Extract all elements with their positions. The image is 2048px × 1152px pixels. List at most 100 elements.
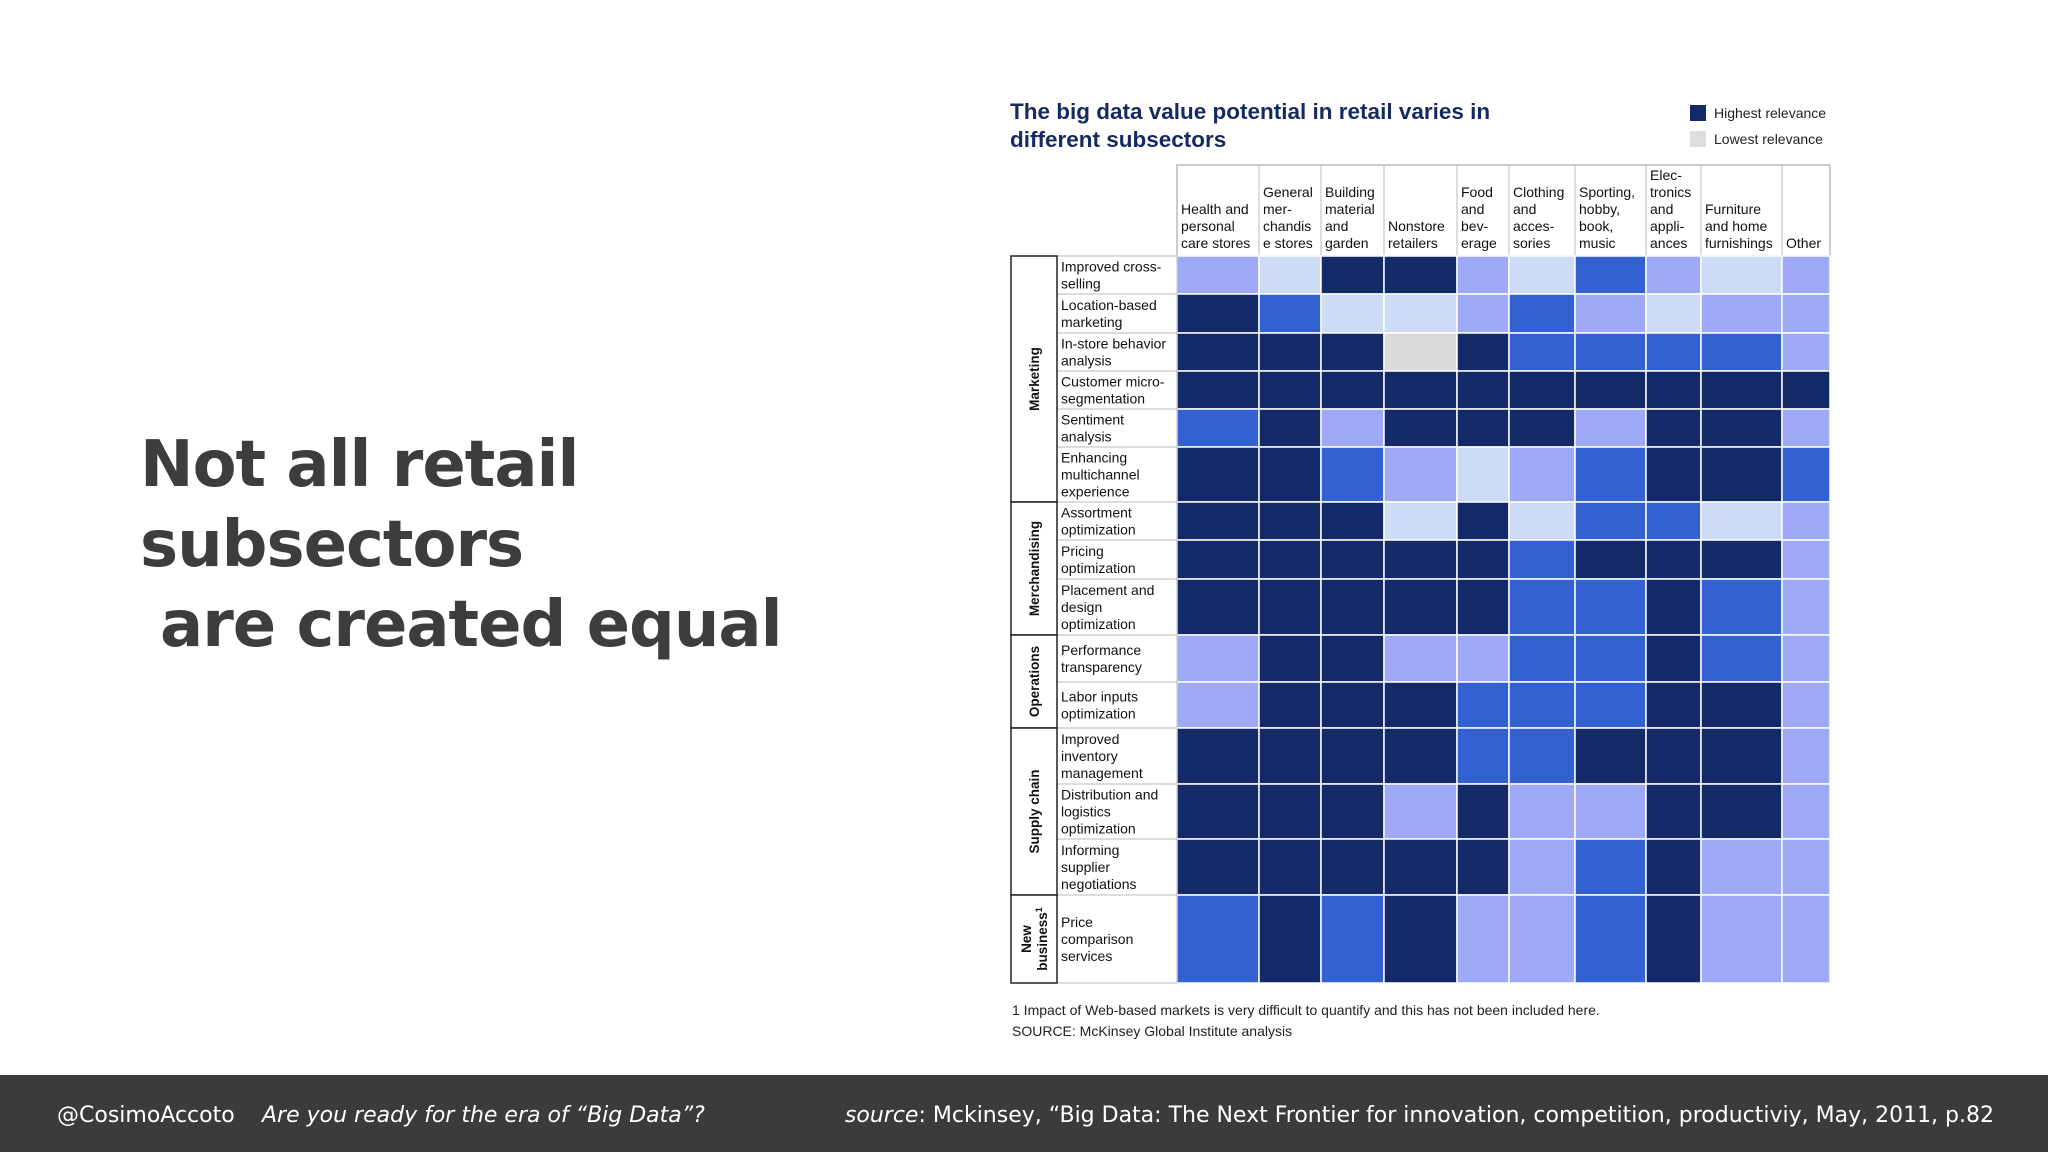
legend-label-highest: Highest relevance <box>1714 105 1827 121</box>
row-label: supplier <box>1061 859 1110 875</box>
column-header-label: and home <box>1705 218 1767 234</box>
heatmap-cell <box>1456 501 1510 541</box>
heatmap-cell <box>1781 255 1831 295</box>
row-label-cell <box>1056 727 1178 785</box>
heatmap-cell <box>1383 255 1458 295</box>
heatmap-cell <box>1781 332 1831 372</box>
heatmap-cell <box>1574 634 1647 683</box>
heatmap-cell <box>1781 578 1831 636</box>
column-header-box <box>1176 164 1831 257</box>
heatmap-cell <box>1456 783 1510 840</box>
column-header-label: tronics <box>1650 184 1691 200</box>
column-header-label: Furniture <box>1705 201 1761 217</box>
column-header-label: book, <box>1579 218 1613 234</box>
heatmap-cell <box>1574 783 1647 840</box>
heatmap-cell <box>1456 408 1510 448</box>
column-header-label: Nonstore <box>1388 218 1445 234</box>
heatmap-cell <box>1176 634 1260 683</box>
row-label: analysis <box>1061 353 1112 369</box>
footer-tagline: Are you ready for the era of “Big Data”? <box>262 1103 705 1128</box>
footer-source-label: source <box>844 1103 919 1128</box>
heatmap-cell <box>1383 894 1458 984</box>
heatmap-cell <box>1176 783 1260 840</box>
heatmap-cell <box>1456 332 1510 372</box>
heatmap-cell <box>1456 578 1510 636</box>
column-header-label: Elec- <box>1650 167 1682 183</box>
heatmap-cell <box>1176 681 1260 729</box>
row-label-cell <box>1056 370 1178 410</box>
column-header-label: hobby, <box>1579 201 1620 217</box>
heatmap-cell <box>1700 539 1783 580</box>
column-header-label: sories <box>1513 235 1550 251</box>
heatmap-cell <box>1574 681 1647 729</box>
heatmap-cell <box>1320 408 1385 448</box>
heatmap-cell <box>1320 501 1385 541</box>
heatmap-cell <box>1574 539 1647 580</box>
heatmap-cell <box>1258 501 1322 541</box>
heatmap-cell <box>1320 446 1385 503</box>
heatmap-cell <box>1645 578 1702 636</box>
row-label: In-store behavior <box>1061 336 1166 352</box>
heatmap-cell <box>1456 634 1510 683</box>
heatmap-cell <box>1258 783 1322 840</box>
row-label: Distribution and <box>1061 787 1158 803</box>
heatmap-cell <box>1456 681 1510 729</box>
legend-label-lowest: Lowest relevance <box>1714 131 1823 147</box>
row-label: experience <box>1061 484 1130 500</box>
heatmap-cell <box>1320 783 1385 840</box>
heatmap-cell <box>1508 894 1576 984</box>
row-label: Assortment <box>1061 505 1132 521</box>
heatmap-cell <box>1320 332 1385 372</box>
row-label: optimization <box>1061 706 1136 722</box>
heatmap-cell <box>1258 539 1322 580</box>
column-header-label: personal <box>1181 218 1235 234</box>
heatmap-cell <box>1508 370 1576 410</box>
heatmap-cell <box>1700 370 1783 410</box>
heatmap-cell <box>1574 838 1647 896</box>
column-header-label: furnishings <box>1705 235 1773 251</box>
heatmap-cell <box>1508 255 1576 295</box>
heatmap-cell <box>1574 446 1647 503</box>
row-label-cell <box>1056 838 1178 896</box>
row-label: Enhancing <box>1061 450 1127 466</box>
heatmap-cell <box>1258 634 1322 683</box>
row-group-box <box>1010 501 1058 636</box>
row-label: Placement and <box>1061 582 1154 598</box>
row-label-cell <box>1056 446 1178 503</box>
legend-swatch-highest <box>1690 105 1706 121</box>
heatmap-cell <box>1320 894 1385 984</box>
heatmap-cell <box>1645 838 1702 896</box>
row-label: Sentiment <box>1061 412 1124 428</box>
row-label: selling <box>1061 276 1101 292</box>
row-label: Informing <box>1061 842 1119 858</box>
heatmap-cell <box>1320 293 1385 334</box>
row-label-cell <box>1056 501 1178 541</box>
heatmap-cell <box>1258 894 1322 984</box>
row-label-cell <box>1056 894 1178 984</box>
heatmap-cell <box>1781 634 1831 683</box>
heatmap-cell <box>1508 501 1576 541</box>
heatmap-cell <box>1176 894 1260 984</box>
heatmap-cell <box>1781 681 1831 729</box>
footer-source-text: : Mckinsey, “Big Data: The Next Frontier… <box>918 1103 1994 1128</box>
heatmap-cell <box>1574 293 1647 334</box>
column-header-label: chandis <box>1263 218 1311 234</box>
row-label: services <box>1061 948 1112 964</box>
heatmap-cell <box>1645 681 1702 729</box>
heatmap-cell <box>1645 539 1702 580</box>
column-header-label: and <box>1325 218 1348 234</box>
heatmap-cell <box>1700 634 1783 683</box>
heatmap-cell <box>1781 408 1831 448</box>
row-label-cell <box>1056 578 1178 636</box>
heatmap-cell <box>1176 838 1260 896</box>
footer-source: source: Mckinsey, “Big Data: The Next Fr… <box>845 1103 1994 1128</box>
row-group-label: Merchandising <box>1027 521 1042 616</box>
heatmap-cell <box>1176 727 1260 785</box>
heatmap-cell <box>1383 838 1458 896</box>
heatmap-cell <box>1383 446 1458 503</box>
column-header-label: Other <box>1786 235 1821 251</box>
heatmap-cell <box>1176 408 1260 448</box>
row-group-label: New <box>1019 925 1034 953</box>
row-label-cell <box>1056 539 1178 580</box>
row-group-label: Marketing <box>1027 347 1042 411</box>
